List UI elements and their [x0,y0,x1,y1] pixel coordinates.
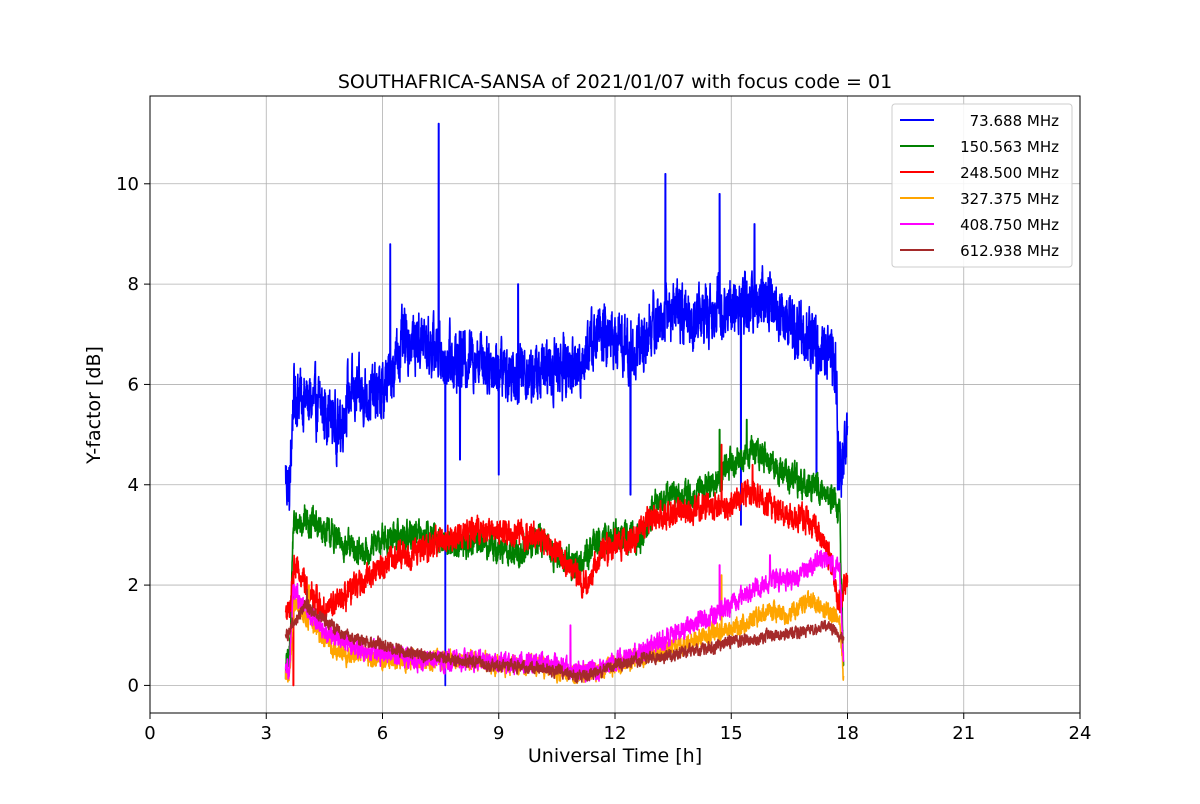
y-tick-label: 10 [116,174,139,195]
legend-label-6: 612.938 MHz [960,242,1059,260]
series-line-6 [284,589,845,684]
x-tick-label: 6 [377,723,388,744]
legend-frame [891,103,1073,268]
x-tick-label: 15 [720,723,743,744]
legend-label-5: 408.750 MHz [960,216,1059,234]
legend-label-4: 327.375 MHz [960,190,1059,208]
y-tick-label: 6 [128,374,139,395]
y-axis-label: Y-factor [dB] [83,346,105,465]
y-tick-label: 4 [128,475,139,496]
x-tick-label: 24 [1069,723,1092,744]
x-axis-label: Universal Time [h] [528,745,702,767]
x-tick-label: 3 [261,723,272,744]
x-tick-label: 18 [836,723,859,744]
legend-label-3: 248.500 MHz [960,164,1059,182]
x-tick-label: 9 [493,723,504,744]
legend: 73.688 MHz 150.563 MHz 248.500 MHz 327.375 … [891,103,1073,268]
legend-label-2: 150.563 MHz [960,138,1059,156]
x-tick-label: 12 [604,723,627,744]
series-line-3 [284,443,849,687]
series-line-1 [284,122,849,687]
legend-label-1: 73.688 MHz [970,112,1059,130]
y-tick-label: 0 [128,675,139,696]
x-tick-label: 0 [144,723,155,744]
y-tick-label: 2 [128,575,139,596]
y-tick-label: 8 [128,274,139,295]
x-tick-label: 21 [952,723,975,744]
series-layer [284,122,849,687]
chart-title: SOUTHAFRICA-SANSA of 2021/01/07 with foc… [338,71,892,93]
